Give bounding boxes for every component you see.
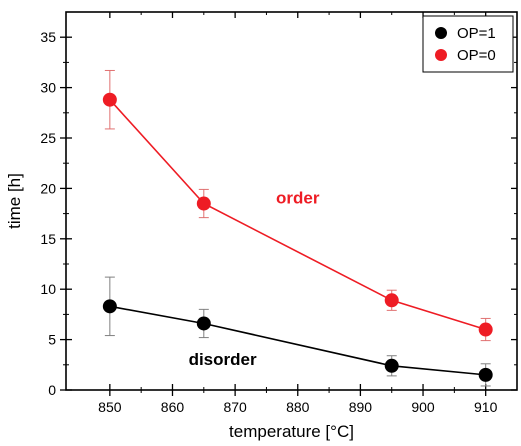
x-tick-label: 900 (411, 399, 435, 415)
y-tick-label: 30 (40, 80, 56, 96)
y-tick-label: 20 (40, 180, 56, 196)
series-2 (102, 69, 493, 342)
x-tick-label: 870 (223, 399, 247, 415)
data-point (478, 367, 493, 382)
annotation-label: disorder (189, 350, 257, 369)
y-axis-label: time [h] (5, 173, 24, 229)
x-tick-label: 880 (286, 399, 310, 415)
y-tick-label: 35 (40, 29, 56, 45)
tick-labels: 850 860 870 880 890 900 910 0 5 10 15 20 25 30 35 (40, 29, 497, 415)
legend-label: OP=0 (457, 47, 496, 64)
legend-marker (435, 49, 447, 61)
legend-marker (435, 27, 447, 39)
series-layer (102, 69, 493, 387)
x-tick-label: 850 (98, 399, 122, 415)
data-point (384, 358, 399, 373)
data-point (196, 196, 211, 211)
annotations: order disorder (189, 189, 320, 369)
series-1 (102, 276, 493, 387)
annotation-label: order (276, 189, 320, 208)
data-point (102, 299, 117, 314)
x-tick-label: 890 (349, 399, 373, 415)
data-point (102, 92, 117, 107)
x-tick-label: 860 (161, 399, 185, 415)
data-point (196, 316, 211, 331)
x-tick-label: 910 (474, 399, 498, 415)
data-point (478, 322, 493, 337)
legend: OP=1 OP=0 (422, 15, 514, 73)
legend-box (422, 15, 514, 73)
legend-label: OP=1 (457, 25, 496, 42)
series-line (109, 99, 486, 331)
y-tick-label: 5 (48, 332, 56, 348)
plot-frame (65, 11, 518, 391)
series-line (109, 305, 486, 376)
data-point (384, 293, 399, 308)
y-tick-label: 15 (40, 231, 56, 247)
x-axis-label: temperature [°C] (229, 422, 354, 441)
y-tick-label: 0 (48, 382, 56, 398)
y-tick-label: 25 (40, 130, 56, 146)
y-tick-label: 10 (40, 281, 56, 297)
